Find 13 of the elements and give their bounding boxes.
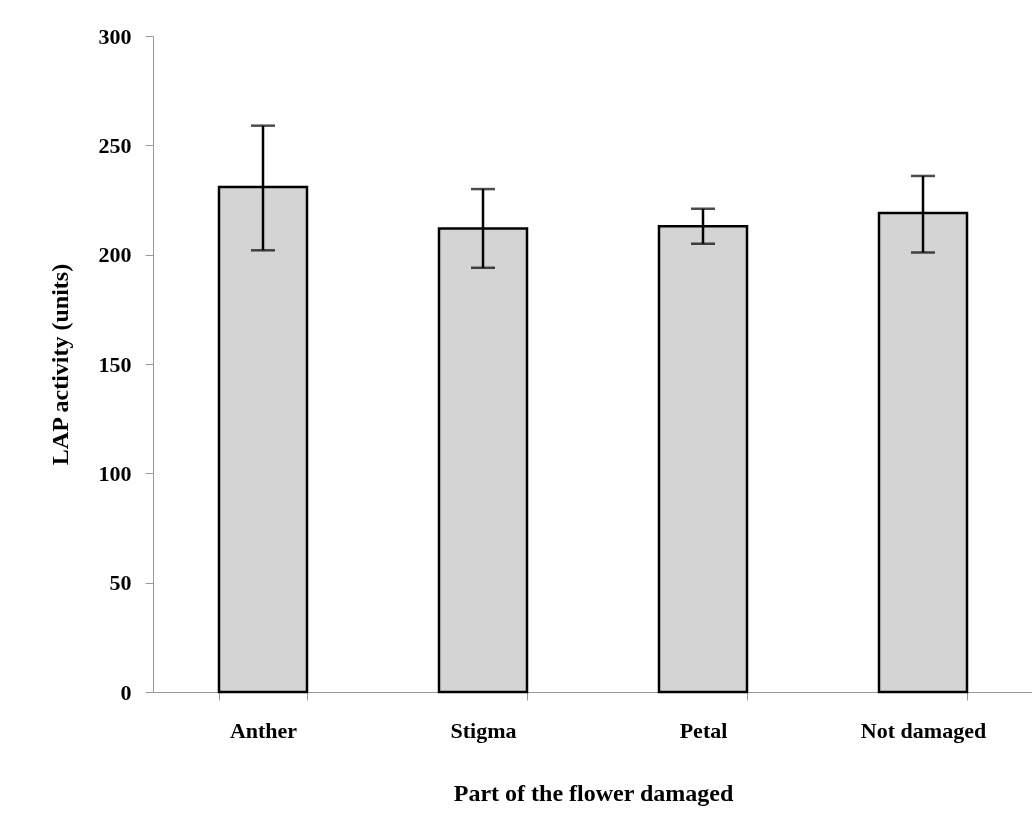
y-tick-label: 50	[109, 570, 132, 596]
y-axis-title: LAP activity (units)	[46, 263, 73, 466]
y-tick-label: 300	[98, 23, 132, 49]
x-tick-label: Anther	[229, 717, 298, 743]
y-tick-label: 0	[120, 679, 132, 705]
y-tick-label: 150	[98, 351, 132, 377]
x-tick-label: Petal	[679, 717, 728, 743]
x-tick-label: Stigma	[450, 717, 517, 743]
x-axis-title: Part of the flower damaged	[453, 779, 734, 806]
x-tick-label: Not damaged	[860, 717, 987, 743]
y-tick-label: 250	[98, 132, 132, 158]
y-tick-label: 100	[98, 460, 132, 486]
y-tick-label: 200	[98, 242, 132, 268]
